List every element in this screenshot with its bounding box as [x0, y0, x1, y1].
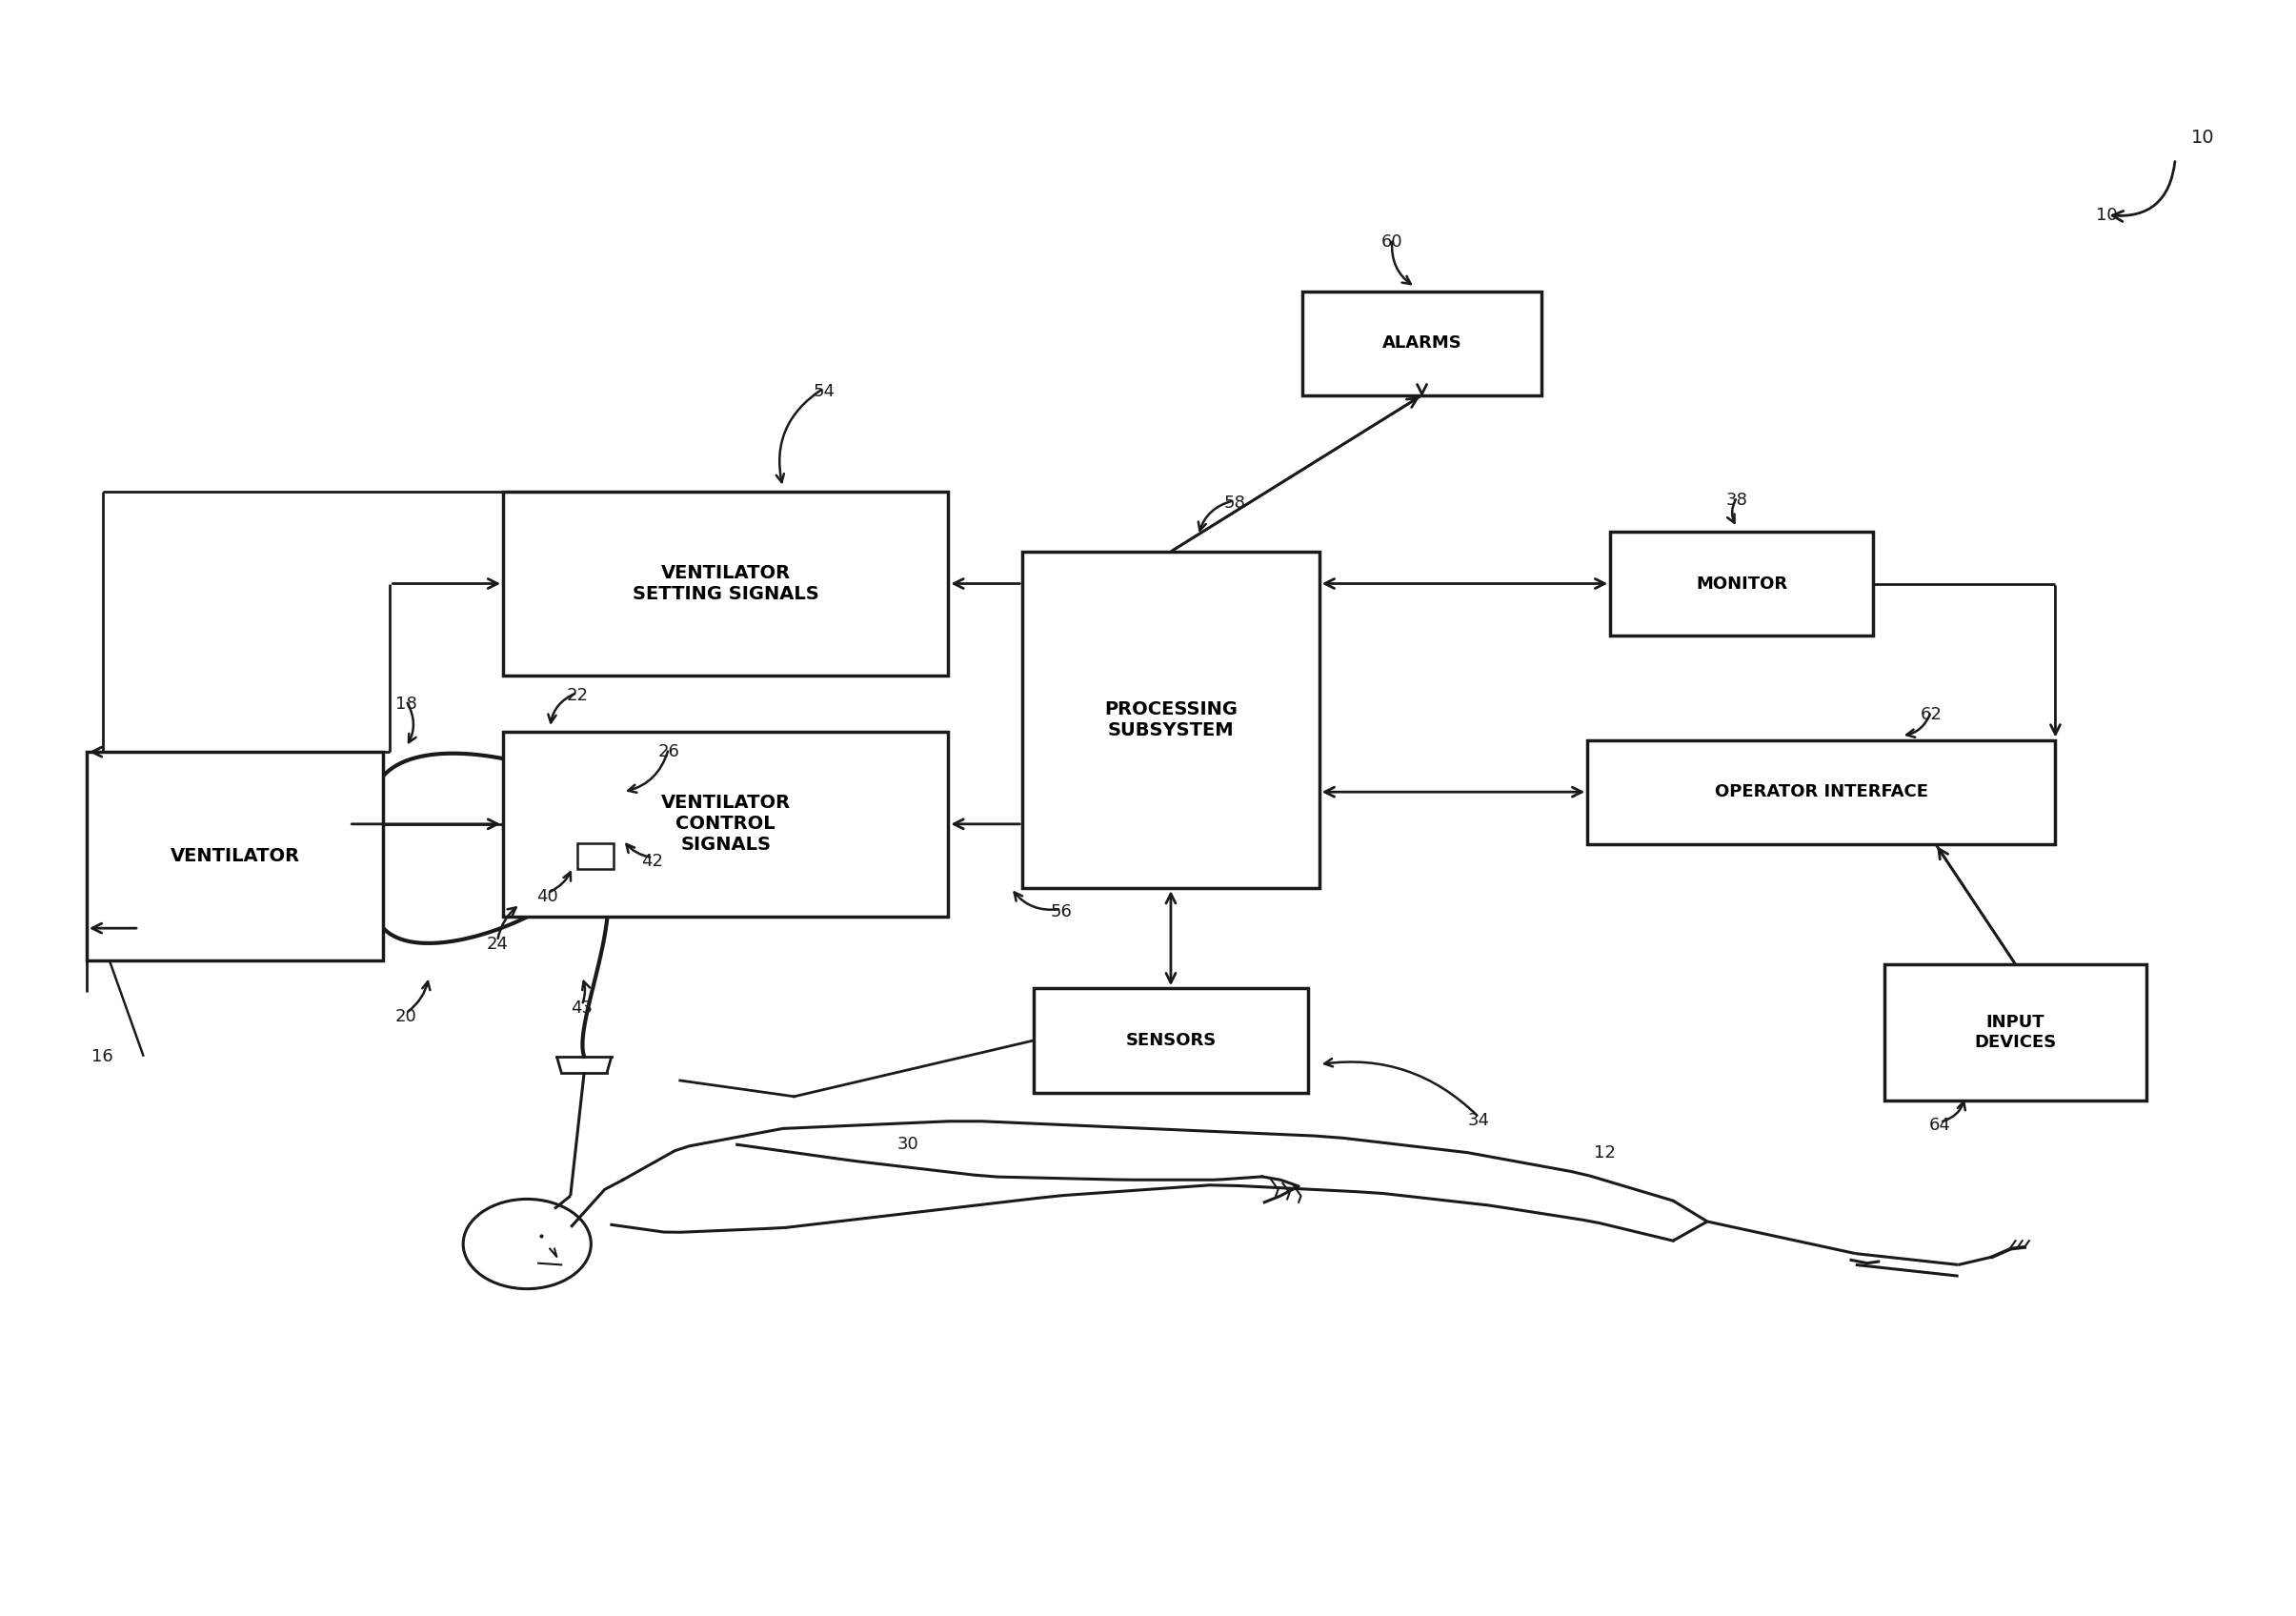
Text: 30: 30	[898, 1136, 918, 1154]
Text: INPUT
DEVICES: INPUT DEVICES	[1975, 1013, 2057, 1050]
Text: 40: 40	[537, 887, 558, 905]
FancyBboxPatch shape	[1587, 740, 2055, 844]
Text: 64: 64	[1929, 1117, 1952, 1134]
Text: 10: 10	[2190, 129, 2213, 147]
Text: 16: 16	[92, 1047, 113, 1065]
FancyArrowPatch shape	[406, 703, 416, 742]
FancyArrowPatch shape	[1906, 714, 1931, 737]
FancyArrowPatch shape	[409, 981, 429, 1012]
Text: SENSORS: SENSORS	[1125, 1033, 1217, 1049]
Text: 54: 54	[813, 383, 836, 399]
Text: ALARMS: ALARMS	[1382, 335, 1463, 352]
FancyArrowPatch shape	[549, 693, 574, 722]
Text: 62: 62	[1919, 706, 1942, 724]
FancyBboxPatch shape	[1302, 291, 1543, 396]
FancyArrowPatch shape	[627, 844, 650, 856]
Text: 56: 56	[1049, 903, 1072, 921]
FancyBboxPatch shape	[503, 732, 948, 916]
FancyArrowPatch shape	[1015, 892, 1058, 910]
FancyBboxPatch shape	[87, 751, 383, 960]
FancyBboxPatch shape	[503, 491, 948, 675]
FancyArrowPatch shape	[1942, 1102, 1965, 1122]
Text: 20: 20	[395, 1008, 418, 1025]
FancyBboxPatch shape	[1609, 532, 1874, 635]
Text: PROCESSING
SUBSYSTEM: PROCESSING SUBSYSTEM	[1104, 700, 1238, 740]
Text: 22: 22	[567, 687, 588, 705]
Text: VENTILATOR
CONTROL
SIGNALS: VENTILATOR CONTROL SIGNALS	[661, 793, 790, 853]
Text: 34: 34	[1467, 1112, 1490, 1130]
Text: OPERATOR INTERFACE: OPERATOR INTERFACE	[1715, 784, 1929, 800]
FancyArrowPatch shape	[1727, 499, 1736, 524]
Text: 24: 24	[487, 936, 507, 953]
FancyArrowPatch shape	[2112, 162, 2174, 221]
Text: 18: 18	[395, 695, 418, 713]
Text: VENTILATOR
SETTING SIGNALS: VENTILATOR SETTING SIGNALS	[631, 564, 820, 603]
FancyArrowPatch shape	[498, 908, 517, 939]
Text: 60: 60	[1382, 234, 1403, 250]
Text: MONITOR: MONITOR	[1697, 575, 1786, 591]
Text: 42: 42	[641, 852, 664, 869]
Text: 38: 38	[1727, 491, 1747, 509]
Text: 10: 10	[2096, 207, 2117, 223]
FancyArrowPatch shape	[629, 751, 668, 792]
FancyBboxPatch shape	[1022, 551, 1320, 889]
FancyArrowPatch shape	[1199, 501, 1233, 530]
Text: 26: 26	[657, 743, 680, 761]
Text: 43: 43	[572, 1000, 592, 1016]
FancyBboxPatch shape	[1885, 965, 2147, 1100]
FancyArrowPatch shape	[551, 873, 572, 892]
FancyArrowPatch shape	[776, 389, 822, 482]
FancyArrowPatch shape	[1325, 1058, 1476, 1115]
FancyBboxPatch shape	[576, 844, 613, 869]
Text: 58: 58	[1224, 494, 1247, 512]
Text: 12: 12	[1593, 1144, 1616, 1162]
FancyArrowPatch shape	[583, 981, 590, 1002]
FancyBboxPatch shape	[1033, 989, 1309, 1092]
Text: VENTILATOR: VENTILATOR	[170, 847, 301, 865]
FancyArrowPatch shape	[1391, 242, 1410, 284]
